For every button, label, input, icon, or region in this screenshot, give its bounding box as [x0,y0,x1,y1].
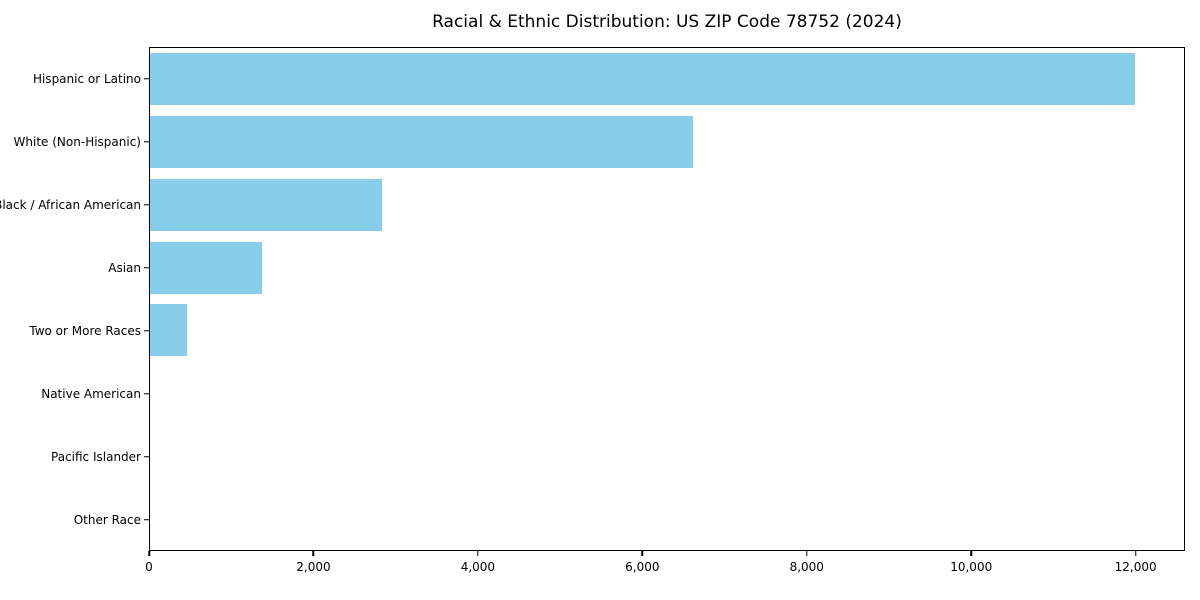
bar-row [150,425,1184,488]
bar-row [150,487,1184,550]
bar-row [150,48,1184,111]
y-tick-mark [144,455,149,458]
x-tick-mark [641,551,644,556]
bar [150,53,1135,106]
bar-row [150,299,1184,362]
y-tick-label: Asian [108,260,141,275]
bar-row [150,362,1184,425]
y-tick-label: Hispanic or Latino [32,71,141,86]
x-tick-mark [806,551,808,556]
y-tick-mark [144,140,149,143]
chart-title: Racial & Ethnic Distribution: US ZIP Cod… [432,12,902,32]
y-tick-mark [144,329,149,332]
x-tick-mark [1134,551,1137,556]
x-tick-label: 0 [145,560,153,574]
y-tick-mark [144,518,149,521]
bars-layer [150,48,1184,550]
y-tick-mark [144,266,149,269]
y-tick-mark [144,77,149,80]
y-tick-mark [144,203,149,206]
y-tick-label: White (Non-Hispanic) [13,134,141,149]
y-tick-label: Pacific Islander [51,449,141,464]
x-tick-label: 8,000 [789,560,824,574]
bar-row [150,174,1184,237]
y-axis-labels: Hispanic or Latino White (Non-Hispanic) Bl… [0,47,141,551]
y-tick-label: Native American [41,386,141,401]
bar [150,116,694,169]
x-axis: 0 2,000 4,000 6,000 8,000 10,000 12,000 [145,551,1185,591]
y-tick-mark [144,392,149,395]
x-tick-mark [970,551,972,556]
bar-row [150,236,1184,299]
x-tick-mark [477,551,479,556]
x-tick-label: 2,000 [296,560,331,574]
bar-row [150,111,1184,174]
x-tick-mark [312,551,315,556]
y-tick-label: Black / African American [0,197,141,212]
bar [150,304,188,357]
bar [150,178,383,231]
x-tick-label: 6,000 [625,560,660,574]
plot-area [149,47,1185,551]
x-tick-label: 12,000 [1114,560,1157,574]
bar [150,241,262,294]
x-tick-label: 4,000 [460,560,496,574]
x-tick-label: 10,000 [950,560,993,574]
x-tick-mark [148,551,150,556]
y-tick-label: Other Race [73,512,141,527]
y-tick-label: Two or More Races [29,323,141,338]
y-axis-ticks [0,47,149,551]
